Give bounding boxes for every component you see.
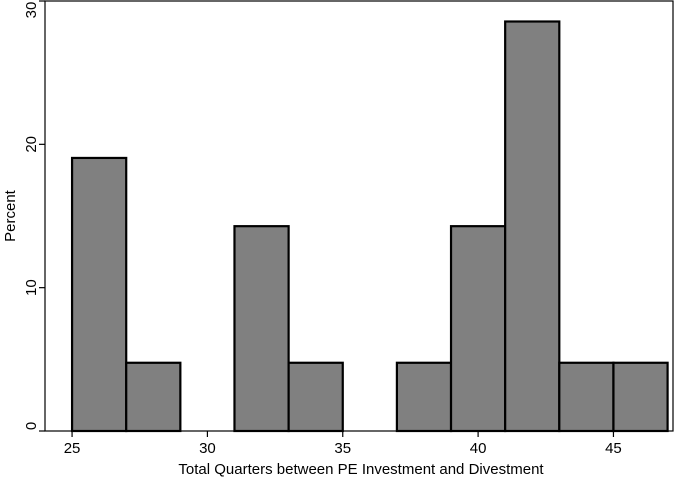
histogram-bar bbox=[504, 20, 561, 433]
y-axis: 0 10 20 30 bbox=[23, 0, 45, 432]
y-tick-label: 0 bbox=[23, 422, 40, 430]
histogram-bar bbox=[125, 361, 182, 433]
plot-frame bbox=[44, 0, 674, 432]
y-tick-label: 10 bbox=[23, 279, 40, 296]
x-tick-label: 35 bbox=[334, 440, 351, 457]
histogram-bar bbox=[395, 361, 453, 433]
x-tick-label: 25 bbox=[64, 440, 81, 457]
x-tick-label: 30 bbox=[199, 440, 216, 457]
y-tick-label: 20 bbox=[23, 136, 40, 153]
bars-group bbox=[70, 20, 669, 433]
y-axis-title: Percent bbox=[2, 189, 19, 242]
x-axis-title: Total Quarters between PE Investment and… bbox=[178, 461, 544, 478]
y-tick-label: 30 bbox=[23, 2, 40, 19]
x-axis: 25 30 35 40 45 bbox=[64, 431, 622, 457]
histogram-bar bbox=[233, 225, 290, 433]
histogram-bar bbox=[70, 156, 128, 433]
x-tick-label: 45 bbox=[605, 440, 622, 457]
histogram-bar bbox=[449, 225, 507, 433]
histogram-bar bbox=[287, 361, 344, 433]
histogram-bar bbox=[612, 361, 669, 433]
histogram-bar bbox=[558, 361, 615, 433]
x-tick-label: 40 bbox=[470, 440, 487, 457]
